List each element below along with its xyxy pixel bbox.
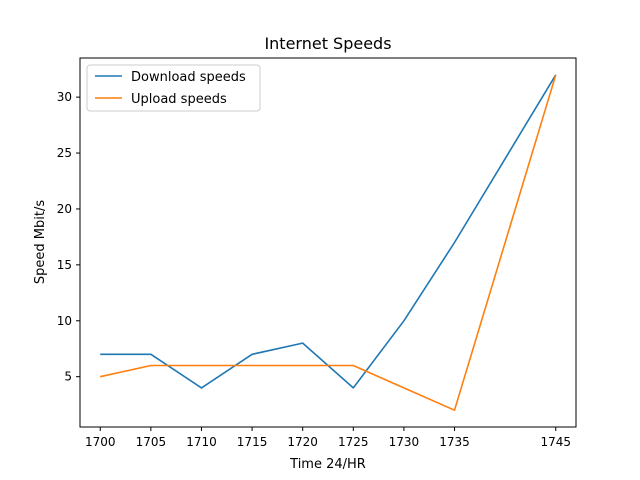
x-tick-label: 1705	[136, 435, 167, 449]
legend-box	[86, 64, 261, 112]
x-tick-label: 1730	[389, 435, 420, 449]
x-tick-label: 1745	[540, 435, 571, 449]
x-tick-label: 1715	[237, 435, 268, 449]
plot-frame	[79, 57, 577, 428]
series-line-download	[100, 74, 557, 389]
y-tick-label: 25	[57, 146, 72, 160]
x-axis-label: Time 24/HR	[289, 457, 366, 472]
legend-label: Download speeds	[131, 70, 246, 85]
y-axis-label: Speed Mbit/s	[33, 200, 48, 284]
y-tick-label: 5	[64, 370, 72, 384]
x-tick-label: 1725	[338, 435, 369, 449]
series-layer	[100, 74, 557, 412]
x-tick-label: 1720	[287, 435, 318, 449]
y-tick-label: 10	[57, 314, 72, 328]
x-tick-label: 1735	[439, 435, 470, 449]
x-axis: 1700 1705 1710 1715 1720 1725 1730 1735 1745	[85, 427, 571, 449]
y-axis: 5 10 15 20 25 30	[57, 90, 80, 384]
series-line-upload	[100, 74, 557, 412]
x-tick-label: 1710	[186, 435, 217, 449]
x-tick-label: 1700	[85, 435, 116, 449]
legend-label: Upload speeds	[131, 92, 227, 107]
y-tick-label: 30	[57, 90, 72, 104]
chart-title: Internet Speeds	[264, 34, 391, 53]
y-tick-label: 15	[57, 258, 72, 272]
y-tick-label: 20	[57, 202, 72, 216]
legend: Download speeds Upload speeds	[86, 64, 261, 112]
